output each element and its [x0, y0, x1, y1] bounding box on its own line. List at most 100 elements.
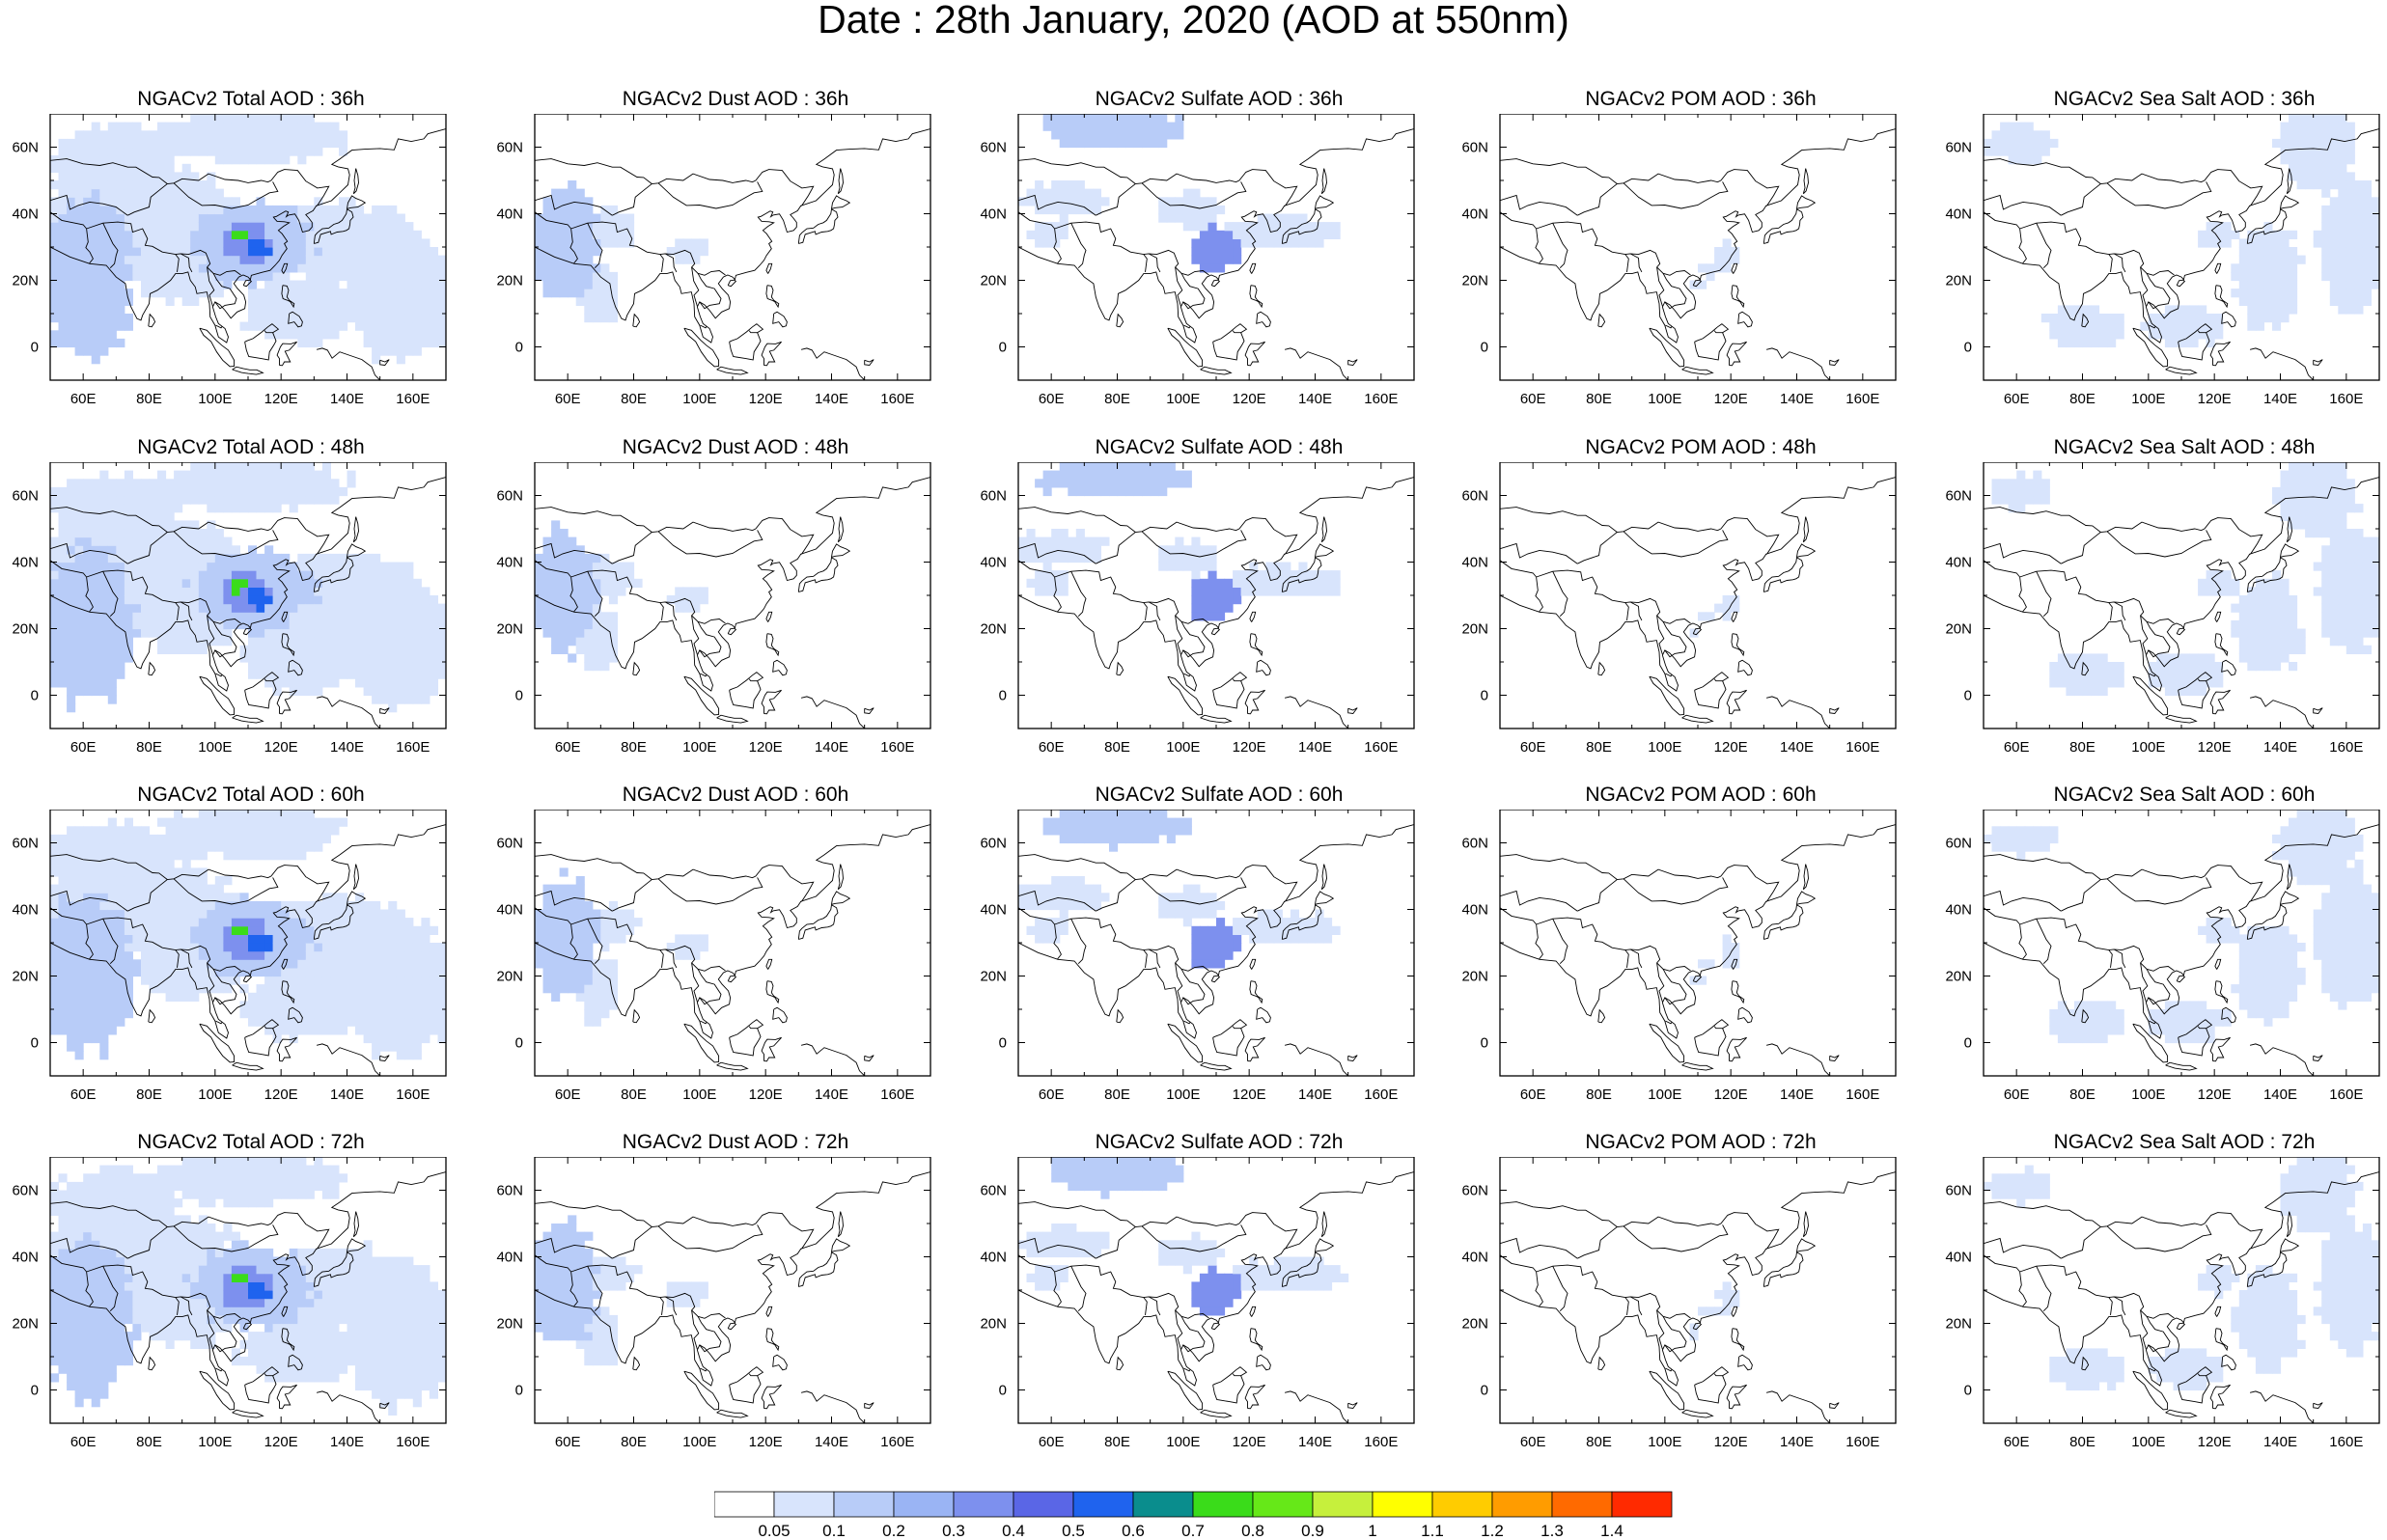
x-tick-label: 160E — [396, 1434, 430, 1450]
x-tick-label: 100E — [1648, 1086, 1681, 1103]
aod-shading — [1689, 1281, 1740, 1341]
colorbar-label: 1.1 — [1421, 1522, 1444, 1540]
axis-ticks — [1983, 462, 2380, 729]
x-tick-label: 100E — [198, 739, 232, 756]
y-tick-label: 40N — [12, 206, 39, 223]
axis-ticks — [534, 462, 931, 729]
x-tick-label: 120E — [749, 739, 783, 756]
axis-ticks — [49, 1157, 447, 1424]
x-tick-label: 80E — [1104, 391, 1130, 407]
map-panel: NGACv2 Sea Salt AOD : 60h 60E 80E 100E 120E 1… — [1933, 781, 2387, 1128]
y-tick-label: 60N — [12, 140, 39, 156]
aod-shading — [1689, 934, 1740, 985]
y-tick-label: 0 — [999, 340, 1007, 356]
x-tick-label: 80E — [136, 391, 162, 407]
x-tick-label: 160E — [1364, 391, 1398, 407]
x-tick-label: 80E — [1586, 739, 1612, 756]
aod-shading — [1018, 114, 1341, 273]
x-tick-label: 120E — [264, 739, 298, 756]
aod-map: 60E 80E 100E 120E 140E 160E 60N 40N 20N 0 — [1461, 462, 1897, 756]
aod-map: 60E 80E 100E 120E 140E 160E 60N 40N 20N 0 — [980, 462, 1415, 756]
colorbar-label: 1 — [1368, 1522, 1376, 1540]
colorbar-box — [1192, 1491, 1254, 1518]
coastlines — [50, 824, 446, 1076]
x-tick-label: 60E — [555, 391, 581, 407]
x-tick-label: 120E — [1233, 391, 1266, 407]
x-tick-label: 140E — [815, 739, 848, 756]
map-background — [1500, 1157, 1896, 1423]
y-tick-label: 40N — [496, 902, 523, 919]
y-tick-label: 40N — [1461, 902, 1488, 919]
y-tick-label: 0 — [515, 688, 523, 704]
axis-ticks — [1017, 1157, 1415, 1424]
map-panel: NGACv2 POM AOD : 48h 60E 80E 100E 120E 140E 16… — [1450, 433, 1932, 781]
y-tick-label: 40N — [496, 555, 523, 571]
aod-map: 60E 80E 100E 120E 140E 160E 60N 40N 20N 0 — [1945, 810, 2380, 1103]
x-tick-label: 60E — [70, 391, 97, 407]
aod-shading — [1984, 114, 2379, 348]
x-tick-label: 60E — [70, 1434, 97, 1450]
coastlines — [1500, 824, 1896, 1076]
y-tick-label: 20N — [980, 969, 1007, 985]
x-tick-label: 100E — [2131, 1434, 2165, 1450]
map-panel: NGACv2 POM AOD : 72h 60E 80E 100E 120E 140E 16… — [1450, 1128, 1932, 1475]
colorbar-box — [833, 1491, 895, 1518]
coastlines — [50, 1171, 446, 1423]
axis-ticks — [1017, 462, 1415, 729]
x-tick-label: 100E — [1648, 391, 1681, 407]
aod-map: 60E 80E 100E 120E 140E 160E 60N 40N 20N 0 — [12, 1157, 447, 1450]
x-tick-label: 80E — [2069, 739, 2096, 756]
x-tick-label: 140E — [1780, 1434, 1814, 1450]
y-tick-label: 0 — [515, 1383, 523, 1399]
y-tick-label: 60N — [1461, 836, 1488, 852]
y-tick-label: 60N — [496, 488, 523, 505]
colorbar-box — [1252, 1491, 1314, 1518]
axis-ticks — [534, 114, 931, 381]
colorbar-box — [1372, 1491, 1433, 1518]
axis-ticks — [1983, 1157, 2380, 1424]
x-tick-label: 160E — [396, 1086, 430, 1103]
panel-title: NGACv2 Sea Salt AOD : 36h — [2053, 88, 2316, 110]
x-tick-label: 100E — [682, 1434, 716, 1450]
map-panel: NGACv2 Sulfate AOD : 48h 60E 80E 100E 120E 14… — [968, 433, 1451, 781]
x-tick-label: 80E — [1586, 1086, 1612, 1103]
colorbar-label: 0.9 — [1301, 1522, 1324, 1540]
x-tick-label: 60E — [70, 1086, 97, 1103]
x-tick-label: 140E — [815, 391, 848, 407]
x-tick-label: 140E — [330, 739, 364, 756]
coastlines — [1018, 1171, 1414, 1423]
aod-shading — [1991, 462, 2379, 697]
coastlines — [1500, 128, 1896, 380]
y-tick-label: 40N — [980, 555, 1007, 571]
panel-title: NGACv2 POM AOD : 48h — [1585, 436, 1817, 458]
x-tick-label: 120E — [749, 1434, 783, 1450]
panel-title: NGACv2 Total AOD : 72h — [137, 1131, 365, 1153]
coastlines — [535, 477, 930, 729]
panel-title: NGACv2 Sea Salt AOD : 72h — [2053, 1131, 2316, 1153]
aod-map: 60E 80E 100E 120E 140E 160E 60N 40N 20N 0 — [1461, 114, 1897, 407]
map-background — [1500, 810, 1896, 1076]
x-tick-label: 160E — [396, 391, 430, 407]
x-tick-label: 80E — [2069, 391, 2096, 407]
coastlines — [1984, 128, 2379, 380]
y-tick-label: 40N — [1945, 555, 1972, 571]
panel-title: NGACv2 Dust AOD : 72h — [622, 1131, 849, 1153]
y-tick-label: 0 — [999, 1383, 1007, 1399]
coastlines — [1984, 824, 2379, 1076]
figure-title: Date : 28th January, 2020 (AOD at 550nm) — [818, 0, 1569, 41]
aod-map: 60E 80E 100E 120E 140E 160E 60N 40N 20N 0 — [980, 810, 1415, 1103]
x-tick-label: 100E — [198, 1434, 232, 1450]
y-tick-label: 20N — [496, 273, 523, 289]
aod-shading — [1984, 1157, 2379, 1391]
x-tick-label: 100E — [198, 391, 232, 407]
coastlines — [1500, 477, 1896, 729]
colorbar-label: 0.6 — [1122, 1522, 1145, 1540]
x-tick-label: 160E — [396, 739, 430, 756]
colorbar-label: 1.4 — [1600, 1522, 1624, 1540]
colorbar-box — [893, 1491, 955, 1518]
x-tick-label: 140E — [1780, 391, 1814, 407]
colorbar-label: 0.5 — [1062, 1522, 1085, 1540]
y-tick-label: 20N — [1945, 1316, 1972, 1333]
x-tick-label: 120E — [2198, 391, 2232, 407]
